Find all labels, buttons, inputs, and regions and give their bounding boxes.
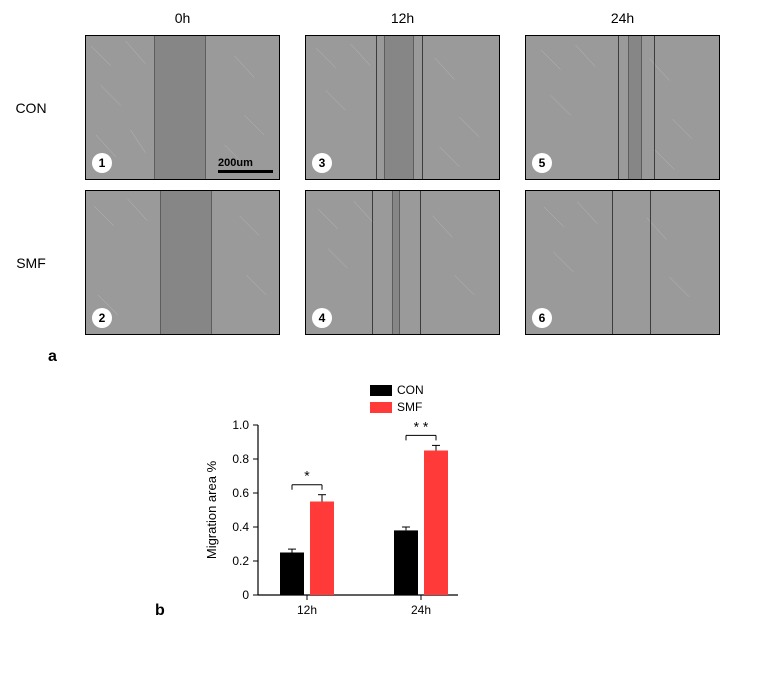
- microscopy-image-5: 5: [525, 35, 720, 180]
- col-header-24h: 24h: [525, 10, 720, 26]
- svg-text:12h: 12h: [297, 603, 317, 617]
- panel-b-bar-chart: 0 0.2 0.4 0.6 0.8 1.0 Migration area % 12h * 24h *…: [200, 400, 490, 630]
- image-badge: 1: [92, 153, 112, 173]
- svg-text:0: 0: [242, 588, 249, 602]
- microscopy-image-2: 2: [85, 190, 280, 335]
- bar-chart-svg: 0 0.2 0.4 0.6 0.8 1.0 Migration area % 12h * 24h *…: [200, 400, 490, 630]
- svg-text:*: *: [304, 468, 310, 484]
- microscopy-image-1: 1 200um: [85, 35, 280, 180]
- svg-text:0.6: 0.6: [232, 486, 249, 500]
- panel-b-label: b: [155, 602, 165, 620]
- svg-text:0.4: 0.4: [232, 520, 249, 534]
- image-badge: 5: [532, 153, 552, 173]
- svg-text:24h: 24h: [411, 603, 431, 617]
- scale-bar: 200um: [218, 157, 273, 173]
- image-badge: 2: [92, 308, 112, 328]
- row-label-smf: SMF: [6, 255, 56, 271]
- image-badge: 3: [312, 153, 332, 173]
- col-header-0h: 0h: [85, 10, 280, 26]
- microscopy-image-4: 4: [305, 190, 500, 335]
- panel-a-label: a: [48, 348, 57, 687]
- svg-text:Migration area %: Migration area %: [204, 460, 219, 559]
- svg-text:0.2: 0.2: [232, 554, 249, 568]
- microscopy-image-6: 6: [525, 190, 720, 335]
- svg-text:0.8: 0.8: [232, 452, 249, 466]
- legend-swatch-con: [370, 385, 392, 396]
- col-header-12h: 12h: [305, 10, 500, 26]
- microscopy-image-3: 3: [305, 35, 500, 180]
- svg-text:1.0: 1.0: [232, 418, 249, 432]
- image-badge: 6: [532, 308, 552, 328]
- image-badge: 4: [312, 308, 332, 328]
- legend-item-con: CON: [370, 383, 424, 397]
- svg-text:* *: * *: [414, 418, 429, 434]
- row-label-con: CON: [6, 100, 56, 116]
